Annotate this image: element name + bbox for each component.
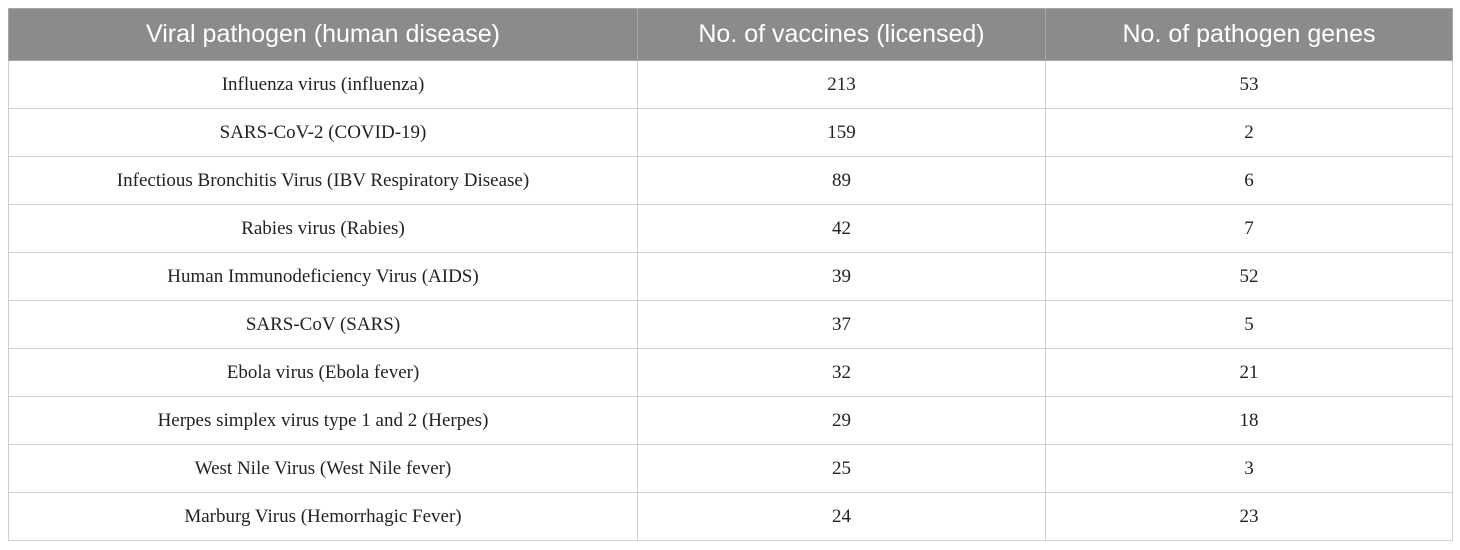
pathogen-cell: Herpes simplex virus type 1 and 2 (Herpe… [8,396,638,445]
table-row: Infectious Bronchitis Virus (IBV Respira… [8,156,1453,205]
vaccines-cell: 39 [637,252,1046,301]
vaccines-cell: 24 [637,492,1046,541]
pathogen-cell: Marburg Virus (Hemorrhagic Fever) [8,492,638,541]
pathogen-cell: Influenza virus (influenza) [8,60,638,109]
table-row: West Nile Virus (West Nile fever) 25 3 [8,444,1453,493]
vaccines-cell: 159 [637,108,1046,157]
vaccines-cell: 25 [637,444,1046,493]
pathogen-cell: Ebola virus (Ebola fever) [8,348,638,397]
vaccines-cell: 37 [637,300,1046,349]
table-body: Influenza virus (influenza) 213 53 SARS-… [8,60,1453,541]
pathogen-cell: West Nile Virus (West Nile fever) [8,444,638,493]
table-row: SARS-CoV-2 (COVID-19) 159 2 [8,108,1453,157]
vaccine-table-container: Viral pathogen (human disease) No. of va… [8,8,1453,541]
genes-cell: 2 [1045,108,1453,157]
genes-cell: 5 [1045,300,1453,349]
pathogen-cell: SARS-CoV (SARS) [8,300,638,349]
vaccines-cell: 89 [637,156,1046,205]
table-row: Marburg Virus (Hemorrhagic Fever) 24 23 [8,492,1453,541]
vaccines-cell: 213 [637,60,1046,109]
genes-cell: 53 [1045,60,1453,109]
vaccines-cell: 29 [637,396,1046,445]
pathogen-cell: SARS-CoV-2 (COVID-19) [8,108,638,157]
table-row: Human Immunodeficiency Virus (AIDS) 39 5… [8,252,1453,301]
table-row: Rabies virus (Rabies) 42 7 [8,204,1453,253]
table-row: SARS-CoV (SARS) 37 5 [8,300,1453,349]
vaccine-table: Viral pathogen (human disease) No. of va… [8,8,1453,541]
header-genes: No. of pathogen genes [1045,8,1453,61]
pathogen-cell: Infectious Bronchitis Virus (IBV Respira… [8,156,638,205]
table-row: Herpes simplex virus type 1 and 2 (Herpe… [8,396,1453,445]
table-header: Viral pathogen (human disease) No. of va… [8,8,1453,61]
genes-cell: 23 [1045,492,1453,541]
genes-cell: 6 [1045,156,1453,205]
pathogen-cell: Rabies virus (Rabies) [8,204,638,253]
genes-cell: 7 [1045,204,1453,253]
table-row: Ebola virus (Ebola fever) 32 21 [8,348,1453,397]
pathogen-cell: Human Immunodeficiency Virus (AIDS) [8,252,638,301]
header-pathogen: Viral pathogen (human disease) [8,8,638,61]
table-row: Influenza virus (influenza) 213 53 [8,60,1453,109]
header-vaccines: No. of vaccines (licensed) [637,8,1046,61]
vaccines-cell: 42 [637,204,1046,253]
genes-cell: 3 [1045,444,1453,493]
genes-cell: 21 [1045,348,1453,397]
vaccines-cell: 32 [637,348,1046,397]
genes-cell: 18 [1045,396,1453,445]
genes-cell: 52 [1045,252,1453,301]
header-row: Viral pathogen (human disease) No. of va… [8,8,1453,61]
